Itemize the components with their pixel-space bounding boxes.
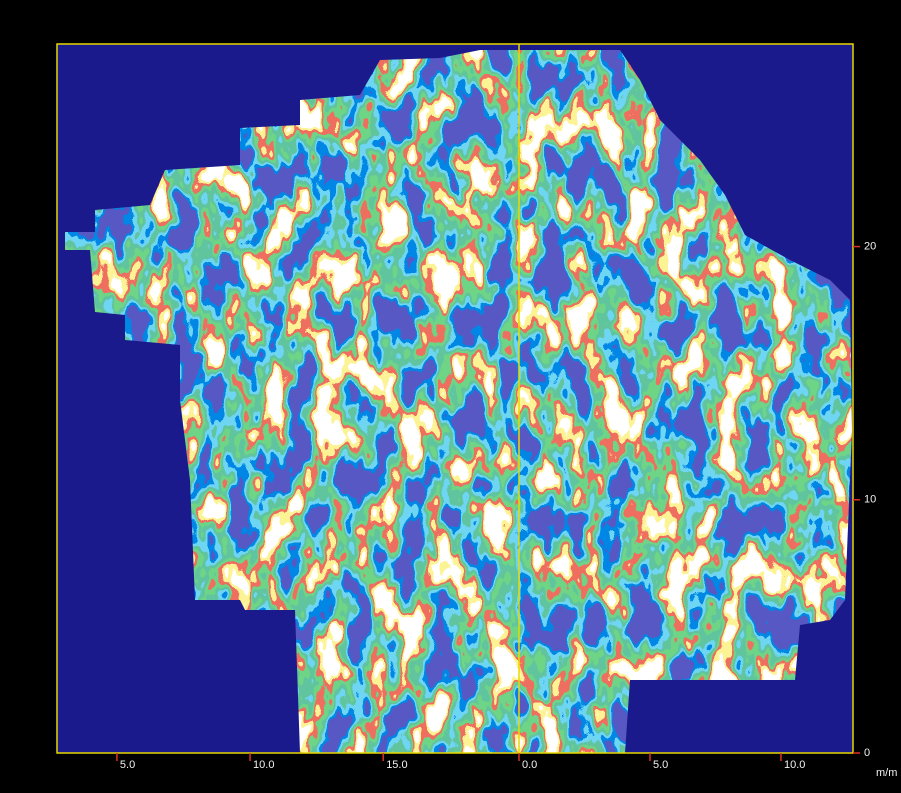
y-tick-label: 20	[864, 240, 876, 252]
x-tick-label: 10.0	[784, 759, 805, 771]
x-tick-label: 0.0	[522, 759, 537, 771]
survey-map: m/m 0 10 20 5.0 10.0 15.0 0.0 5.0 10.0	[0, 0, 901, 793]
x-tick-label: 10.0	[253, 759, 274, 771]
x-tick-label: 5.0	[120, 759, 135, 771]
x-tick-label: 15.0	[386, 759, 407, 771]
x-tick-label: 5.0	[653, 759, 668, 771]
x-unit-label: m/m	[876, 767, 897, 779]
y-tick-label: 10	[864, 494, 876, 506]
y-tick-label: 0	[864, 747, 870, 759]
